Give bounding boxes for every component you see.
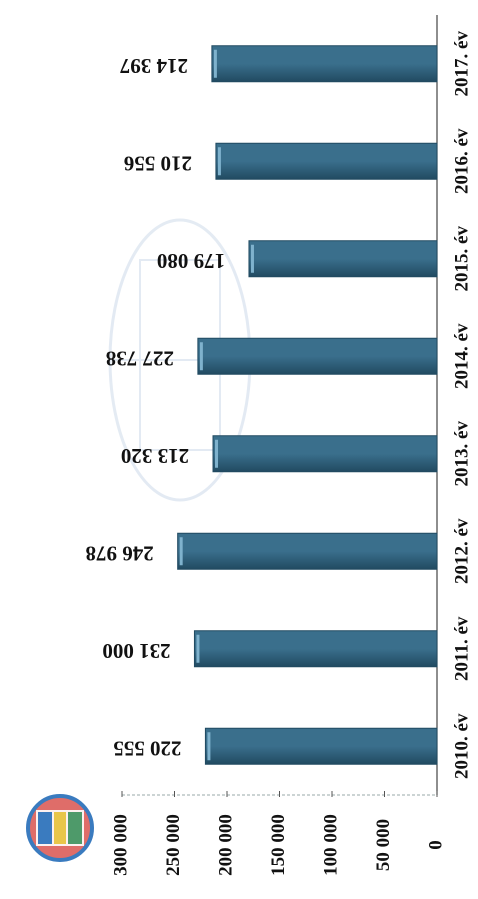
x-axis-categories: 2010. év 2011. év 2012. év 2013. év 2014. év…	[451, 31, 472, 779]
data-label: 231 000	[102, 639, 170, 663]
y-tick-label: 250 000	[163, 814, 184, 876]
data-label: 214 397	[120, 54, 188, 78]
y-tick-label: 0	[425, 840, 446, 850]
category-label: 2012. év	[451, 518, 472, 584]
bars	[177, 45, 438, 765]
y-axis-ticks: 0 50 000 100 000 150 000 200 000 250 000 300 0…	[110, 791, 446, 876]
bar-highlight	[196, 634, 200, 663]
bar-highlight	[250, 244, 254, 273]
bar	[197, 337, 438, 375]
bar-highlight	[199, 342, 203, 371]
coat-of-arms-icon	[26, 794, 94, 862]
y-tick-label: 100 000	[320, 814, 341, 876]
y-tick-label: 50 000	[373, 819, 394, 871]
category-label: 2013. év	[451, 421, 472, 487]
category-label: 2011. év	[451, 616, 472, 681]
category-label: 2014. év	[451, 323, 472, 389]
y-tick-label: 300 000	[110, 814, 131, 876]
data-label: 246 978	[86, 541, 154, 565]
data-label: 213 320	[121, 444, 189, 468]
bar-highlight	[213, 49, 217, 78]
bar	[193, 630, 438, 668]
y-tick-label: 200 000	[215, 814, 236, 876]
bar-highlight	[179, 537, 183, 566]
data-label: 179 080	[157, 249, 225, 273]
data-label: 210 556	[124, 151, 192, 175]
bar	[212, 435, 438, 473]
bar	[248, 240, 438, 278]
y-tick-label: 150 000	[268, 814, 289, 876]
data-labels: 220 555 231 000 246 978 213 320 227 738 179 0…	[86, 54, 226, 761]
bar-highlight	[217, 147, 221, 176]
bar	[215, 142, 438, 180]
category-label: 2010. év	[451, 713, 472, 779]
bar	[204, 727, 438, 765]
bar-highlight	[215, 439, 219, 468]
category-label: 2017. év	[451, 31, 472, 97]
bar	[211, 45, 438, 83]
data-label: 220 555	[113, 736, 181, 760]
data-label: 227 738	[106, 346, 174, 370]
category-label: 2015. év	[451, 226, 472, 292]
bar-highlight	[207, 732, 211, 761]
axes	[122, 15, 438, 796]
category-label: 2016. év	[451, 128, 472, 194]
bar	[177, 532, 438, 570]
